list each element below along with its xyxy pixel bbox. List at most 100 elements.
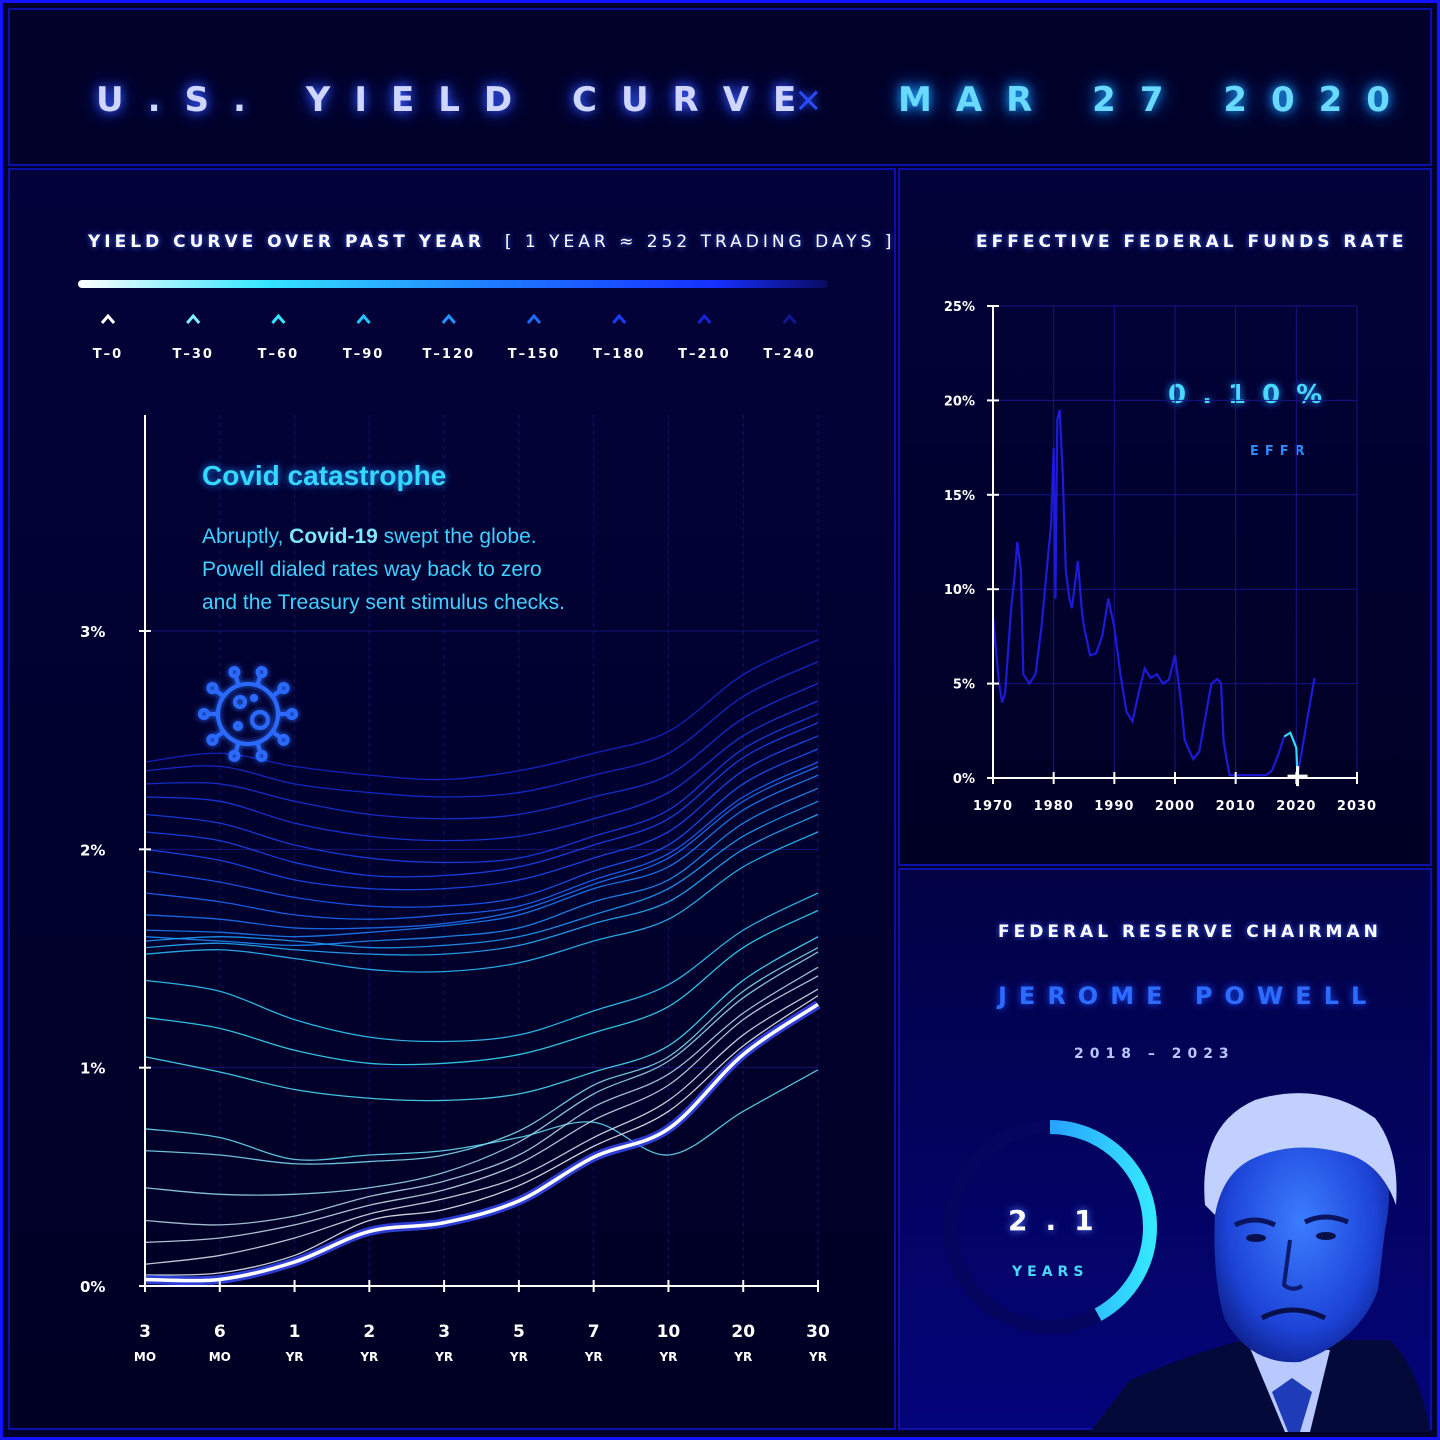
x-tick-unit: YR (359, 1350, 378, 1364)
legend-label: T–90 (343, 347, 384, 362)
legend-chevron-icon (697, 313, 712, 324)
yield-curve-line (144, 966, 819, 1226)
legend-gradient-bar (78, 280, 828, 288)
title-bar: U.S. YIELD CURVE × MAR 27 2020 (8, 8, 1432, 166)
yield-curve-line (144, 892, 819, 1043)
legend-label: T–0 (93, 347, 123, 362)
yield-curve-line (144, 748, 819, 908)
x-tick-unit: YR (733, 1350, 752, 1364)
virus-spike-tip (255, 666, 268, 679)
yield-curve-line (144, 722, 819, 878)
x-tick-label: 2 (363, 1322, 375, 1342)
page-title: U.S. YIELD CURVE (96, 80, 821, 120)
x-tick-unit: YR (808, 1350, 827, 1364)
x-tick-unit: MO (134, 1350, 156, 1364)
y-tick-label: 3% (80, 623, 105, 641)
x-tick-label: 20 (731, 1322, 755, 1342)
x-tick-label: 6 (214, 1322, 226, 1342)
x-tick-unit: YR (658, 1350, 677, 1364)
yield-curve-line (144, 700, 819, 842)
yield-curve-line (144, 735, 819, 891)
title-separator: × (794, 80, 823, 120)
virus-spike-tip (286, 708, 298, 720)
legend-label: T–210 (678, 347, 731, 362)
yield-curve-line (144, 995, 819, 1276)
x-tick-label: 3 (139, 1322, 151, 1342)
virus-spike-tip (277, 682, 290, 695)
annotation-line1-post: swept the globe. (377, 525, 537, 548)
tenure-value: 2.1 (1008, 1204, 1112, 1237)
yield-curve-line (144, 774, 819, 938)
x-tick-label: 1 (289, 1322, 301, 1342)
effr-heading: EFFECTIVE FEDERAL FUNDS RATE (976, 232, 1408, 252)
covid-annotation: Covid catastrophe Abruptly, Covid-19 swe… (202, 460, 622, 619)
x-tick-unit: MO (209, 1350, 231, 1364)
y-tick-label: 1% (80, 1060, 105, 1078)
virus-spike-tip (277, 733, 290, 746)
x-tick-label: 5 (513, 1322, 525, 1342)
yield-curve-line (144, 660, 819, 798)
legend-chevron-icon (100, 313, 116, 324)
yield-curve-line (144, 1069, 819, 1161)
yield-curve-grid (145, 415, 819, 1286)
x-tick-unit: YR (285, 1350, 304, 1364)
tenure-unit: YEARS (1012, 1264, 1089, 1280)
legend-chevron-icon (441, 313, 456, 324)
annotation-line3: and the Treasury sent stimulus checks. (202, 591, 565, 614)
yield-curve-heading-note: [ 1 YEAR ≈ 252 TRADING DAYS ] (504, 232, 896, 252)
virus-spike-tip (255, 749, 268, 762)
legend-chevron-icon (526, 313, 542, 324)
yield-curve-line (144, 682, 819, 820)
yield-curve-axes: 0% 1% 2% 3% 3 MO 6 MO 1 YR 2 YR 3 YR 5 YR 7 YR 10 YR 20 YR 30 Y… (80, 415, 830, 1364)
x-tick-label: 7 (588, 1322, 600, 1342)
yield-curve-line (144, 988, 819, 1265)
x-tick-label: 10 (657, 1322, 681, 1342)
legend-chevron-icon (186, 313, 201, 324)
yield-curve-heading-title: YIELD CURVE OVER PAST YEAR (88, 232, 485, 252)
legend-chevron-icon (356, 313, 371, 324)
legend-label: T–120 (423, 347, 476, 362)
annotation-line1-pre: Abruptly, (202, 525, 290, 548)
yield-curve-line (144, 831, 819, 973)
legend-label: T–180 (593, 347, 646, 362)
yield-curve-line (144, 947, 819, 1165)
yield-curve-line (144, 761, 819, 920)
annotation-body: Abruptly, Covid-19 swept the globe. Powe… (202, 520, 622, 619)
x-tick-unit: YR (584, 1350, 603, 1364)
page-date: MAR 27 2020 (898, 80, 1414, 120)
x-tick-unit: YR (434, 1350, 453, 1364)
virus-spike-tip (228, 749, 241, 762)
yield-curve-line (144, 909, 819, 1066)
yield-curve-line (144, 975, 819, 1243)
chairman-heading: FEDERAL RESERVE CHAIRMAN (998, 922, 1382, 942)
x-tick-label: 30 (806, 1322, 830, 1342)
legend: T–0 T–30 T–60 T–90 T–120 T–150 T–180 T–210 T–240 (93, 313, 816, 362)
annotation-line2: Powell dialed rates way back to zero (202, 558, 542, 581)
annotation-title: Covid catastrophe (202, 460, 447, 491)
legend-label: T–30 (172, 347, 213, 362)
legend-label: T–60 (258, 347, 299, 362)
y-tick-label: 2% (80, 841, 105, 859)
chairman-term: 2018 – 2023 (1074, 1046, 1235, 1062)
yield-curve-heading: YIELD CURVE OVER PAST YEAR [ 1 YEAR ≈ 25… (88, 232, 895, 252)
y-tick-label: 0% (80, 1278, 105, 1296)
yield-curve-line (144, 800, 819, 949)
legend-chevron-icon (271, 313, 286, 324)
yield-curve-line (144, 787, 819, 947)
jerome-powell-portrait (1090, 1093, 1430, 1432)
yield-curve-line (144, 951, 819, 1196)
virus-spike-tip (228, 666, 241, 679)
yield-curve-line (144, 765, 819, 930)
chairman-name: JEROME POWELL (998, 982, 1379, 1010)
legend-label: T–240 (763, 347, 816, 362)
virus-spike-tip (198, 708, 210, 720)
x-tick-unit: YR (509, 1350, 528, 1364)
x-tick-label: 3 (438, 1322, 450, 1342)
virus-spike-tip (206, 682, 219, 695)
yield-curve-line (144, 813, 819, 956)
yield-curve-line (144, 713, 819, 864)
virus-spike-tip (206, 733, 219, 746)
tenure-ring-progress (943, 1120, 1157, 1334)
today-yield-curve (144, 1002, 819, 1283)
